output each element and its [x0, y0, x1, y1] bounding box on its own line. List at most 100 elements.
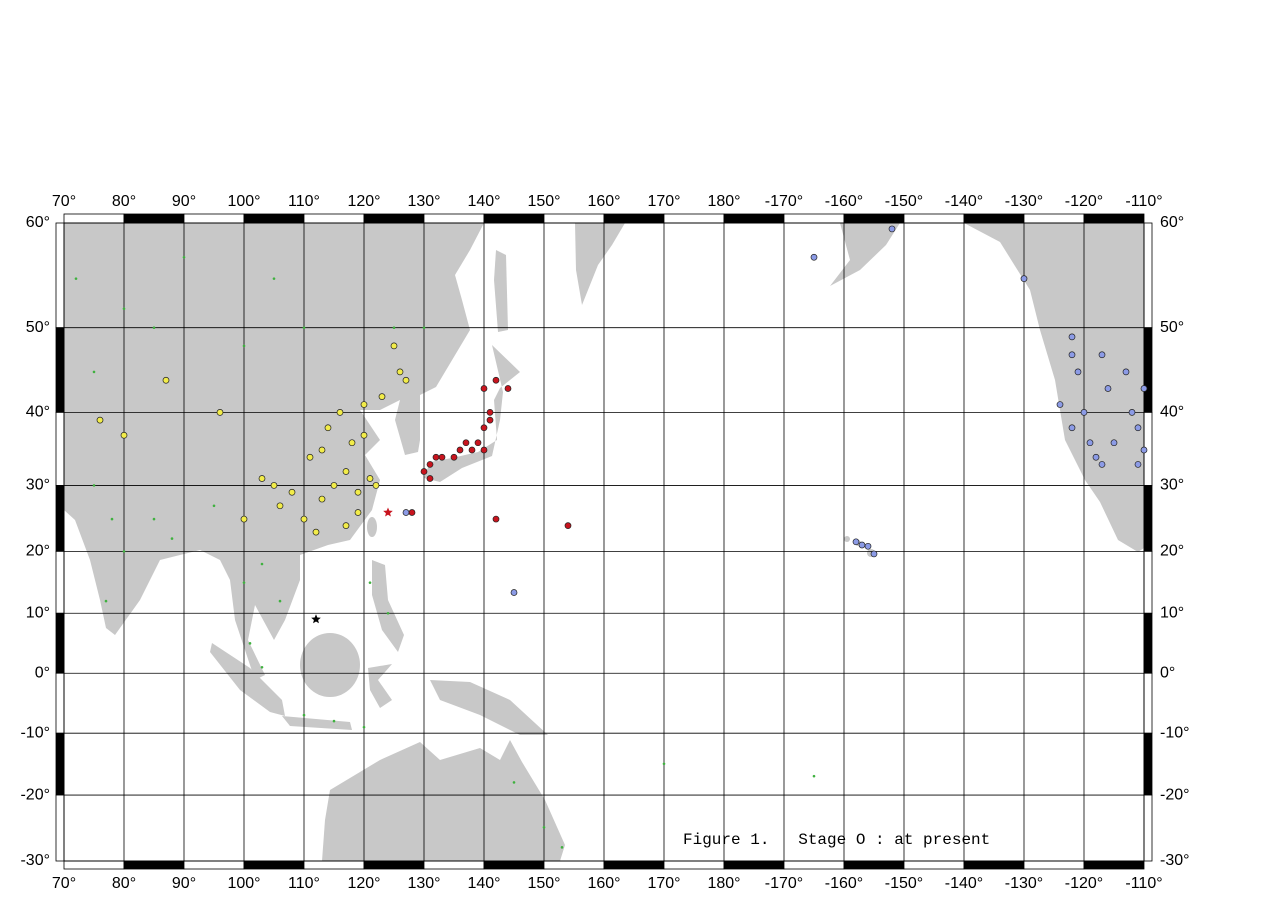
station-point [336, 409, 344, 416]
station-point [870, 550, 878, 558]
sakhalin [494, 250, 508, 332]
x-tick-label: -140° [945, 875, 983, 892]
x-tick-label: -150° [885, 193, 923, 210]
frame-segment [55, 672, 65, 734]
frame-segment [483, 213, 545, 224]
frame-segment [55, 412, 65, 486]
station-dot [386, 611, 390, 615]
station-point [420, 468, 428, 475]
station-dot [242, 344, 246, 348]
frame-segment [55, 732, 65, 796]
frame-segment [543, 860, 605, 870]
caption: Figure 1. Stage O : at present [683, 831, 990, 849]
station-point [462, 439, 470, 447]
frame-segment [1143, 612, 1153, 674]
station-dot [122, 307, 126, 311]
station-point [486, 409, 494, 416]
station-dot [260, 665, 264, 669]
frame-segment [1143, 550, 1153, 614]
frame-segment [663, 860, 725, 870]
station-point [324, 424, 332, 432]
station-point [330, 482, 338, 489]
frame-segment [843, 860, 905, 870]
x-tick-label: 140° [467, 193, 500, 210]
north-america [964, 223, 1144, 552]
station-point [216, 409, 224, 416]
station-point [474, 439, 482, 447]
station-point [288, 488, 296, 496]
station-point [318, 446, 326, 454]
y-tick-label: -30° [1160, 852, 1190, 869]
station-point [1128, 409, 1136, 416]
station-point [852, 538, 860, 546]
x-tick-label: 170° [647, 875, 680, 892]
station-dot [248, 642, 252, 645]
station-point [864, 542, 872, 550]
station-dot [92, 370, 96, 374]
x-tick-label: 170° [647, 193, 680, 210]
x-tick-label: 70° [52, 875, 76, 892]
y-tick-label: 60° [26, 214, 50, 231]
x-tick-label: 110° [288, 875, 320, 892]
station-point [1104, 385, 1112, 392]
y-tick-label: 50° [1160, 319, 1184, 336]
java [282, 716, 352, 730]
station-dot [272, 277, 276, 280]
station-dot [152, 326, 156, 330]
frame-segment [1083, 213, 1145, 224]
frame-segment [55, 327, 65, 413]
frame-segment [123, 860, 185, 870]
station-point [408, 509, 416, 516]
station-point [276, 502, 284, 510]
x-tick-label: -120° [1065, 875, 1103, 892]
station-dot [422, 326, 426, 330]
frame-segment [55, 550, 65, 614]
y-tick-label: -10° [1160, 724, 1190, 741]
station-point [240, 515, 248, 523]
y-tick-label: -20° [20, 786, 50, 803]
station-dot [110, 517, 114, 521]
x-tick-label: 100° [227, 193, 260, 210]
station-point [96, 416, 104, 424]
station-dot [392, 326, 396, 330]
frame-segment [243, 860, 305, 870]
frame-segment [1143, 794, 1153, 862]
station-point [366, 475, 374, 482]
y-tick-label: 60° [1160, 214, 1184, 231]
x-tick-label: 180° [707, 193, 740, 210]
x-tick-label: -110° [1125, 193, 1162, 210]
australia [322, 740, 565, 861]
station-point [510, 589, 518, 596]
station-dot [812, 774, 816, 778]
y-tick-label: -20° [1160, 786, 1190, 803]
frame-segment [903, 860, 965, 870]
frame-segment [363, 213, 425, 224]
station-dot [542, 826, 546, 829]
x-tick-label: 80° [112, 193, 136, 210]
y-tick-label: 20° [1160, 543, 1184, 560]
new-guinea [430, 680, 548, 735]
station-point [270, 482, 278, 489]
station-point [1134, 424, 1142, 432]
frame-segment [543, 213, 605, 224]
station-point [438, 453, 446, 461]
x-tick-label: 90° [172, 193, 196, 210]
station-point [858, 541, 866, 549]
x-tick-label: -150° [885, 875, 923, 892]
frame-segment [843, 213, 905, 224]
y-tick-label: 20° [26, 543, 50, 560]
frame-segment [243, 213, 305, 224]
station-point [564, 522, 572, 529]
x-tick-label: 100° [227, 875, 260, 892]
frame-segment [363, 860, 425, 870]
frame-segment [1143, 222, 1153, 329]
station-point [312, 528, 320, 536]
station-point [432, 453, 440, 461]
y-tick-label: 40° [26, 404, 50, 421]
frame-segment [603, 213, 665, 224]
frame-segment [55, 222, 65, 329]
station-point [1080, 409, 1088, 416]
station-point [504, 385, 512, 392]
